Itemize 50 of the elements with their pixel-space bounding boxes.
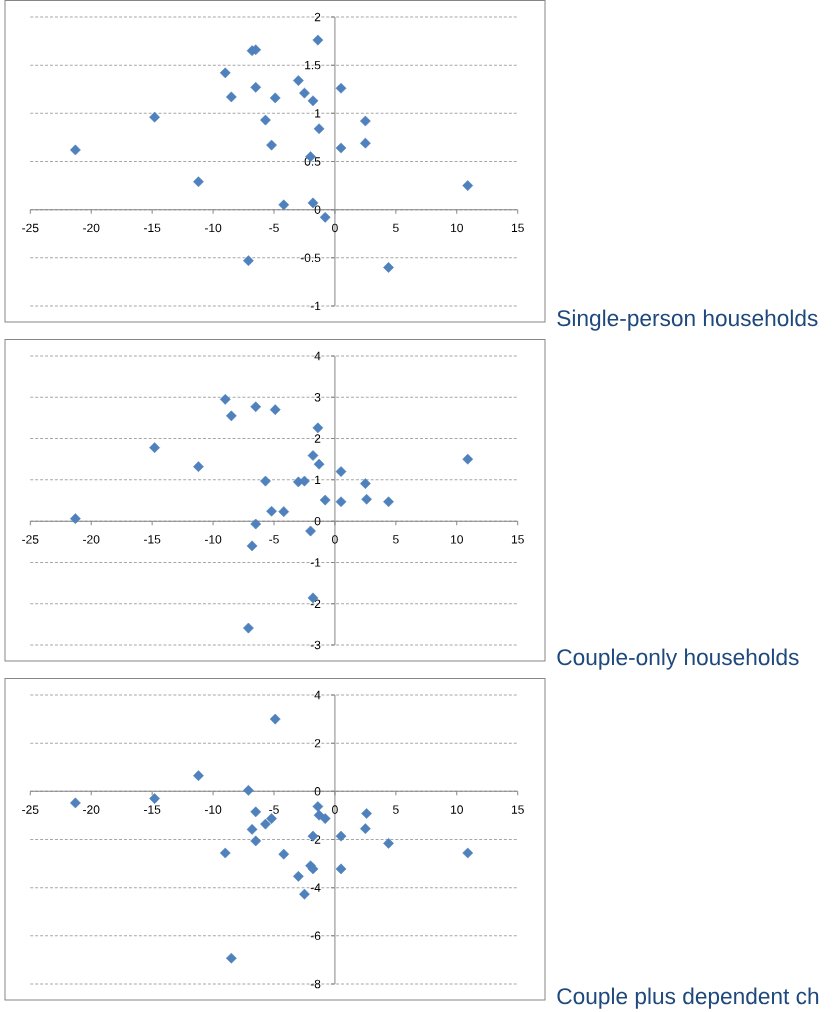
x-tick-label: 15 [511, 223, 524, 233]
x-tick-label: 0 [332, 805, 338, 814]
y-tick-label: 4 [314, 690, 321, 700]
x-tick-label: 10 [451, 805, 463, 814]
y-tick-label: 2 [314, 12, 321, 22]
x-tick-label: 10 [451, 535, 463, 544]
x-tick-label: 15 [511, 535, 524, 544]
y-tick-label: -8 [310, 979, 321, 989]
x-tick-label: -25 [22, 223, 39, 233]
x-tick-label: -25 [22, 535, 39, 544]
y-tick-label: 1 [315, 475, 321, 484]
y-tick-label: 2 [314, 738, 321, 748]
y-tick-label: -1 [310, 301, 321, 311]
y-tick-label: -6 [310, 931, 321, 941]
text: Couple plus dependent ch [557, 987, 819, 1009]
x-tick-label: -15 [144, 805, 161, 814]
text: Single-person households [557, 309, 818, 331]
y-tick-label: 0 [314, 787, 321, 796]
y-tick-label: 1 [315, 109, 321, 118]
x-tick-label: 5 [393, 535, 399, 544]
x-tick-label: -10 [204, 223, 222, 233]
x-tick-label: -10 [204, 535, 222, 544]
x-tick-label: -20 [83, 223, 100, 233]
x-tick-label: -20 [83, 535, 100, 544]
y-tick-label: -3 [310, 640, 321, 650]
y-tick-label: 4 [314, 351, 321, 361]
y-tick-label: 2 [314, 434, 321, 443]
x-tick-label: 5 [393, 805, 399, 814]
x-tick-label: -5 [269, 535, 279, 544]
x-tick-label: -5 [269, 805, 279, 814]
x-tick-label: -15 [144, 223, 161, 233]
x-tick-label: -20 [83, 805, 100, 814]
y-tick-label: -2 [310, 599, 321, 608]
y-tick-label: 3 [314, 393, 321, 402]
y-tick-label: 1.5 [305, 60, 321, 70]
x-tick-label: 5 [393, 223, 399, 233]
x-tick-label: 0 [332, 535, 338, 544]
y-tick-label: 0 [314, 516, 321, 526]
y-tick-label: -0.5 [300, 253, 321, 263]
x-tick-label: -15 [144, 535, 161, 544]
x-tick-label: 15 [511, 805, 524, 814]
x-tick-label: -25 [22, 805, 39, 814]
x-tick-label: 0 [332, 223, 338, 233]
y-tick-label: -1 [310, 558, 321, 567]
y-tick-label: 0 [314, 205, 321, 214]
text: Couple-only households [557, 648, 799, 670]
x-tick-label: 10 [451, 223, 463, 233]
x-tick-label: -10 [204, 805, 222, 814]
y-tick-label: -4 [310, 883, 321, 892]
x-tick-label: -5 [269, 223, 279, 233]
